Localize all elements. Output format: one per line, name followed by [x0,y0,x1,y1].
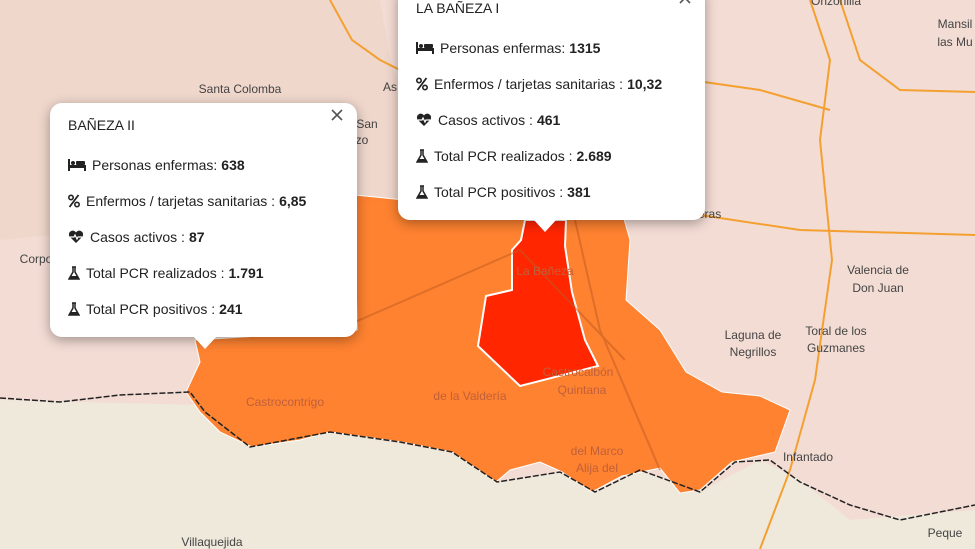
place-label: Quintana [558,383,607,397]
place-label: Onzonilla [811,0,861,8]
row-value: 87 [188,229,205,245]
region-baneza-i [476,219,600,388]
popup-row: Casos activos :461 [416,102,687,138]
row-value: 241 [219,301,243,317]
row-value: 461 [536,112,561,128]
province-border [0,391,975,521]
popup-row: Enfermos / tarjetas sanitarias :6,85 [68,183,339,219]
place-label: zo [356,133,369,147]
place-label: Negrillos [730,345,777,359]
place-label: Villaquejida [181,535,242,549]
row-label: Personas enfermas: [92,157,218,173]
row-value: 10,32 [627,76,663,92]
row-icon [68,230,84,243]
row-icon [68,159,86,171]
place-label: Laguna de [725,328,782,342]
row-value: 6,85 [279,193,307,209]
place-label: Santa Colomba [199,82,282,96]
popup-row: Total PCR realizados :1.791 [68,255,339,291]
row-label: Casos activos : [438,112,533,128]
place-labels: Onzonilla Mansil las Mu Santa Colomba As San z… [20,0,973,549]
row-icon [68,266,80,280]
place-label: La Bañeza [516,264,574,278]
row-label: Personas enfermas: [440,40,566,56]
popup-title: BAÑEZA II [68,117,135,133]
popup-row: Total PCR realizados :2.689 [416,138,687,174]
land-south [0,400,975,549]
close-button[interactable] [329,107,345,123]
info-popup: LA BAÑEZA I Personas enfermas: 1315 Enfermo… [398,0,705,232]
place-label: Corpo [20,252,53,266]
popup-row: Personas enfermas: 638 [68,147,339,183]
place-label: As [383,80,397,94]
place-label: Castrocalbón [543,365,614,379]
place-label: de la Valdería [433,389,506,403]
popup-row: Casos activos :87 [68,219,339,255]
row-value: 1.791 [228,265,264,281]
place-label: Mansil [938,17,973,31]
row-value: 638 [221,157,245,173]
popup-tail [193,336,217,349]
row-icon [416,42,434,54]
close-icon [331,109,343,121]
place-label: Don Juan [852,281,903,295]
place-label: del Marco [571,444,624,458]
place-label: Castrocontrigo [246,395,324,409]
close-button[interactable] [677,0,693,6]
row-value: 381 [567,184,591,200]
row-value: 1315 [569,40,601,56]
row-icon [68,194,80,208]
row-label: Casos activos : [90,229,185,245]
row-label: Total PCR positivos : [434,184,564,200]
row-label: Total PCR realizados : [86,265,225,281]
place-label: Toral de los [805,324,866,338]
roads [329,0,975,549]
row-icon [416,77,428,91]
row-icon [416,185,428,199]
row-label: Enfermos / tarjetas sanitarias : [434,76,624,92]
row-icon [416,113,432,126]
popup-tail [533,219,557,232]
place-label: Infantado [783,450,833,464]
close-icon [679,0,691,4]
popup-row: Total PCR positivos :381 [416,174,687,210]
row-label: Total PCR realizados : [434,148,573,164]
popup-row: Enfermos / tarjetas sanitarias :10,32 [416,66,687,102]
place-label: Alija del [576,461,618,475]
place-label: las Mu [937,35,972,49]
popup-row: Total PCR positivos :241 [68,291,339,327]
info-popup: BAÑEZA II Personas enfermas: 638 Enfermos /… [50,103,357,349]
roads-in-region [354,219,661,471]
row-icon [68,302,80,316]
place-label: Valencia de [847,263,909,277]
place-label: Peque [928,526,963,540]
row-value: 2.689 [576,148,612,164]
row-label: Enfermos / tarjetas sanitarias : [86,193,276,209]
place-label: Guzmanes [807,341,865,355]
row-icon [416,149,428,163]
popup-row: Personas enfermas: 1315 [416,30,687,66]
popup-title: LA BAÑEZA I [416,0,500,16]
place-label: San [356,117,377,131]
row-label: Total PCR positivos : [86,301,216,317]
